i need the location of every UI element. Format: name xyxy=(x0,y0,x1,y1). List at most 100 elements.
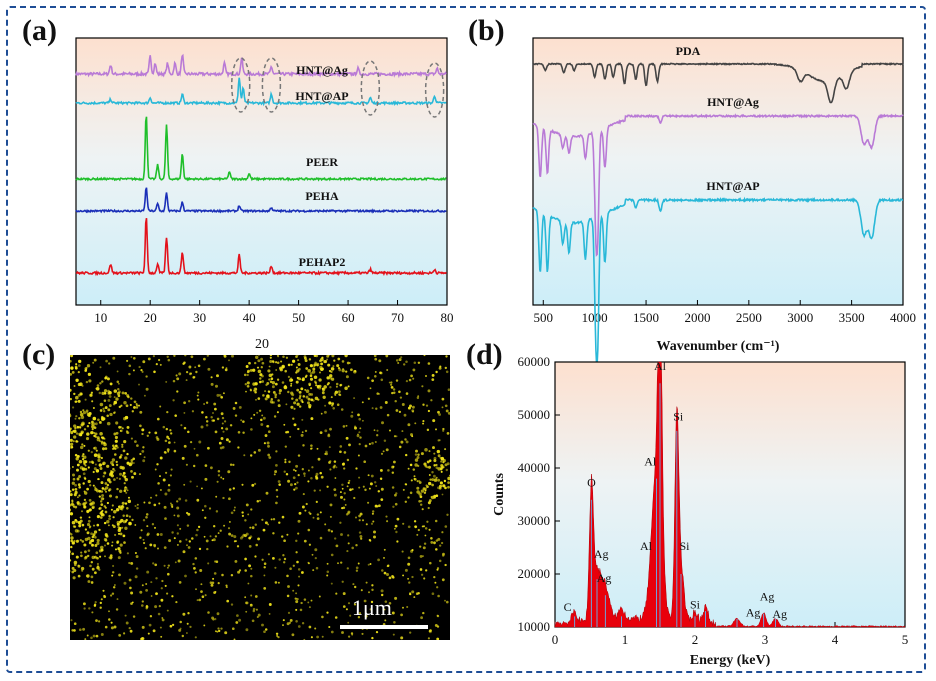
map-dot xyxy=(156,547,160,550)
map-dot xyxy=(379,477,383,481)
map-dot xyxy=(199,569,203,572)
map-dot xyxy=(157,482,160,485)
map-dot xyxy=(159,363,162,366)
map-dot xyxy=(435,370,438,374)
map-dot xyxy=(268,365,271,368)
map-dot xyxy=(89,564,92,568)
map-dot xyxy=(337,562,339,565)
map-dot xyxy=(410,433,413,437)
map-dot xyxy=(433,496,436,499)
map-dot xyxy=(310,444,313,447)
map-dot xyxy=(121,501,125,505)
map-dot xyxy=(192,464,196,468)
map-dot xyxy=(228,520,231,523)
map-dot xyxy=(90,575,94,579)
map-dot xyxy=(300,601,303,605)
map-dot xyxy=(189,480,192,483)
map-dot xyxy=(314,548,318,552)
map-dot xyxy=(70,503,72,507)
map-dot xyxy=(89,539,93,543)
map-dot xyxy=(442,427,445,431)
map-dot xyxy=(317,457,321,461)
map-dot xyxy=(328,374,333,378)
map-dot xyxy=(93,603,97,606)
map-dot xyxy=(262,416,266,420)
map-dot xyxy=(144,547,147,550)
map-dot xyxy=(414,422,417,425)
map-dot xyxy=(250,508,253,511)
map-dot xyxy=(284,445,287,448)
map-dot xyxy=(247,582,250,585)
map-dot xyxy=(339,384,342,387)
map-dot xyxy=(443,479,447,483)
map-dot xyxy=(297,359,300,362)
map-dot xyxy=(341,631,344,634)
map-dot xyxy=(70,431,74,435)
map-dot xyxy=(267,369,271,373)
map-dot xyxy=(308,625,312,629)
ftir-series-hnt-ap xyxy=(532,196,904,365)
map-dot xyxy=(373,530,376,534)
map-dot xyxy=(166,410,169,414)
map-dot xyxy=(407,467,410,470)
map-dot xyxy=(74,365,78,369)
map-dot xyxy=(192,562,195,566)
map-dot xyxy=(88,460,92,464)
map-dot xyxy=(302,444,305,447)
map-dot xyxy=(334,537,337,540)
map-dot xyxy=(308,403,312,408)
map-dot xyxy=(195,533,198,537)
map-dot xyxy=(110,621,113,624)
map-dot xyxy=(371,588,374,592)
map-dot xyxy=(88,379,92,383)
map-dot xyxy=(315,362,320,367)
map-dot xyxy=(112,516,115,519)
map-dot xyxy=(359,436,362,439)
map-dot xyxy=(430,540,434,544)
map-dot xyxy=(429,561,432,565)
map-dot xyxy=(326,611,329,614)
map-dot xyxy=(164,584,167,587)
map-dot xyxy=(355,569,359,572)
eds-spectrum xyxy=(554,361,906,628)
map-dot xyxy=(335,466,338,469)
map-dot xyxy=(312,367,316,371)
map-dot xyxy=(391,471,395,474)
map-dot xyxy=(83,462,86,465)
map-dot xyxy=(215,384,218,388)
map-dot xyxy=(277,581,280,584)
map-dot xyxy=(72,503,75,507)
map-dot xyxy=(87,536,91,541)
xrd-axes-frame xyxy=(75,37,448,306)
map-dot xyxy=(116,391,121,396)
map-dot xyxy=(71,481,75,485)
map-dot xyxy=(212,412,214,414)
map-dot xyxy=(220,476,223,479)
map-dot xyxy=(110,508,113,511)
map-dot xyxy=(70,438,73,442)
map-dot xyxy=(444,463,448,467)
map-dot xyxy=(74,483,77,487)
xrd-series-label: HNT@Ag xyxy=(296,63,348,77)
map-dot xyxy=(400,356,403,359)
map-dot xyxy=(97,458,101,463)
map-dot xyxy=(395,379,399,382)
map-dot xyxy=(128,521,132,526)
map-dot xyxy=(394,502,398,506)
map-dot xyxy=(71,629,74,632)
map-dot xyxy=(278,521,281,524)
map-dot xyxy=(72,440,75,443)
map-dot xyxy=(132,615,136,618)
map-dot xyxy=(187,612,190,615)
map-dot xyxy=(358,514,361,518)
map-dot xyxy=(126,552,130,555)
map-dot xyxy=(166,609,169,612)
map-dot xyxy=(407,496,410,499)
map-dot xyxy=(96,566,100,570)
map-dot xyxy=(153,370,156,374)
eds-peak-label: O xyxy=(587,476,596,490)
map-dot xyxy=(449,474,450,477)
map-dot xyxy=(136,503,139,506)
map-dot xyxy=(77,393,81,397)
map-dot xyxy=(139,536,142,539)
